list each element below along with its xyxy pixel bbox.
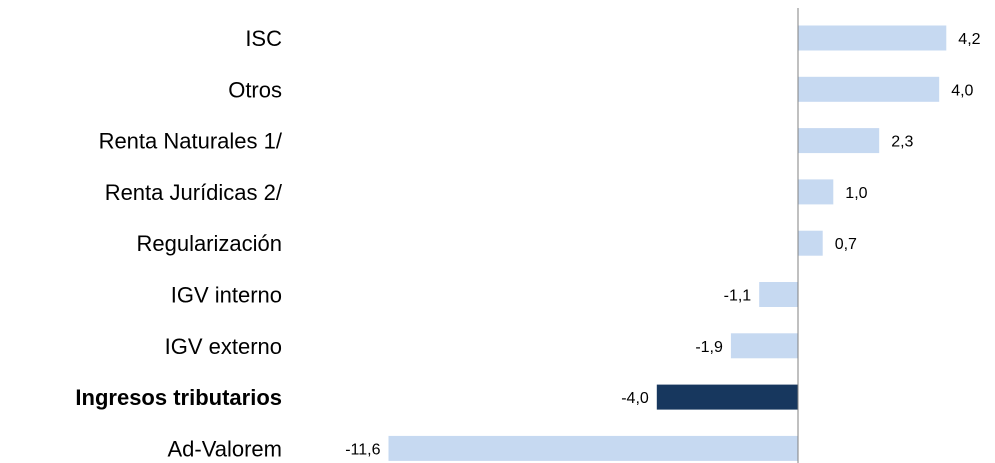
bars-group	[388, 25, 947, 461]
bar-otros	[798, 76, 940, 102]
bar-regularizacion	[798, 230, 823, 256]
bar-renta-naturales-1	[798, 128, 880, 154]
category-labels-group: ISC Otros Renta Naturales 1/Renta Jurídica…	[75, 26, 282, 461]
category-label-regularizacion: Regularización	[136, 231, 282, 256]
bar-igv-externo	[730, 333, 798, 359]
category-label-ad-valorem: Ad-Valorem	[167, 436, 282, 461]
category-label-isc: ISC	[245, 26, 282, 51]
bar-igv-interno	[759, 282, 798, 307]
value-labels-group: 4,2 4,0 2,3 1,0 0,7 -1,1 -1,9 -4,0 -11,6	[345, 31, 980, 458]
value-label-otros: 4,0	[951, 82, 973, 99]
category-label-otros: Otros	[228, 77, 282, 102]
value-label-renta-juridicas-2: 1,0	[845, 185, 867, 202]
category-label-igv-interno: IGV interno	[171, 283, 282, 308]
bar-isc	[798, 25, 947, 51]
value-label-renta-naturales-1: 2,3	[891, 134, 913, 151]
bar-ad-valorem	[388, 435, 798, 461]
value-label-ingresos-tributarios: -4,0	[621, 390, 649, 407]
category-label-renta-naturales-1: Renta Naturales 1/	[99, 129, 283, 154]
value-label-igv-interno: -1,1	[724, 288, 752, 305]
value-label-igv-externo: -1,9	[695, 339, 723, 356]
value-label-isc: 4,2	[958, 31, 980, 48]
value-label-ad-valorem: -11,6	[345, 441, 380, 458]
bar-renta-juridicas-2	[798, 179, 834, 205]
category-label-renta-juridicas-2: Renta Jurídicas 2/	[105, 180, 283, 205]
value-label-regularizacion: 0,7	[835, 236, 857, 253]
category-label-igv-externo: IGV externo	[165, 334, 282, 359]
category-label-ingresos-tributarios: Ingresos tributarios	[75, 385, 282, 410]
bar-ingresos-tributarios	[656, 384, 798, 410]
